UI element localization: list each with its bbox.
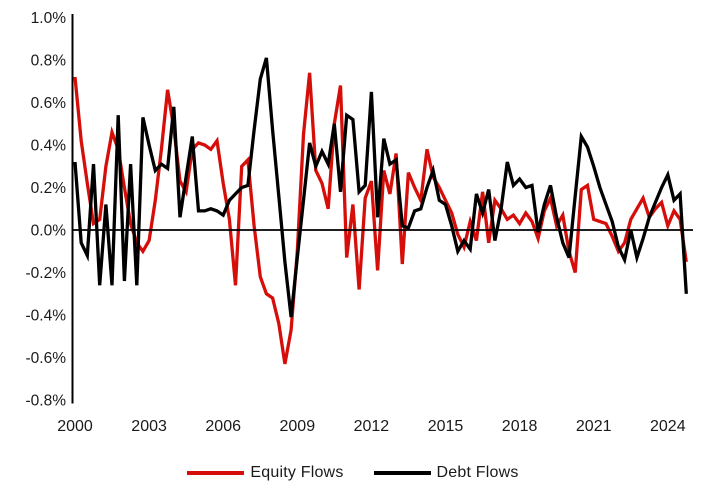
y-tick-label: 0.0%: [31, 223, 67, 240]
y-tick-label: 0.8%: [31, 53, 67, 70]
x-tick-label: 2018: [502, 418, 538, 435]
y-tick-label: -0.8%: [26, 393, 67, 410]
x-tick-label: 2015: [428, 418, 464, 435]
legend-label-equity: Equity Flows: [250, 464, 344, 481]
x-tick-label: 2012: [354, 418, 390, 435]
legend-item-debt: Debt Flows: [373, 464, 519, 482]
x-tick-label: 2024: [650, 418, 686, 435]
y-tick-label: -0.6%: [26, 350, 67, 367]
x-tick-label: 2009: [280, 418, 316, 435]
x-tick-label: 2003: [131, 418, 167, 435]
y-tick-label: 0.2%: [31, 180, 67, 197]
chart-legend: Equity Flows Debt Flows: [0, 458, 706, 488]
equity-line-swatch: [187, 471, 245, 475]
y-tick-label: 0.4%: [31, 138, 67, 155]
equity-flows-line: [73, 72, 688, 365]
y-tick-label: -0.4%: [26, 308, 67, 325]
y-tick-label: -0.2%: [26, 265, 67, 282]
legend-label-debt: Debt Flows: [436, 464, 519, 481]
debt-line-swatch: [373, 471, 431, 475]
y-tick-label: 1.0%: [31, 10, 67, 27]
y-tick-label: 0.6%: [31, 95, 67, 112]
chart-canvas: 1.0% 0.8% 0.6% 0.4% 0.2% 0.0% -0.2% -0.4% -0.6% -…: [26, 10, 693, 435]
debt-flows-line: [73, 57, 688, 318]
legend-item-equity: Equity Flows: [187, 464, 343, 482]
x-tick-label: 2021: [576, 418, 612, 435]
x-tick-label: 2000: [57, 418, 93, 435]
x-tick-label: 2006: [205, 418, 241, 435]
